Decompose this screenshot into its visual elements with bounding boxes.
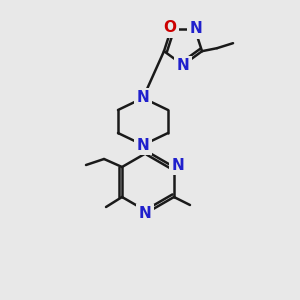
Text: O: O [164, 20, 177, 35]
Text: N: N [189, 21, 202, 36]
Text: N: N [177, 58, 189, 74]
Text: N: N [136, 137, 149, 152]
Text: N: N [139, 206, 152, 221]
Text: N: N [136, 91, 149, 106]
Text: N: N [172, 158, 184, 172]
